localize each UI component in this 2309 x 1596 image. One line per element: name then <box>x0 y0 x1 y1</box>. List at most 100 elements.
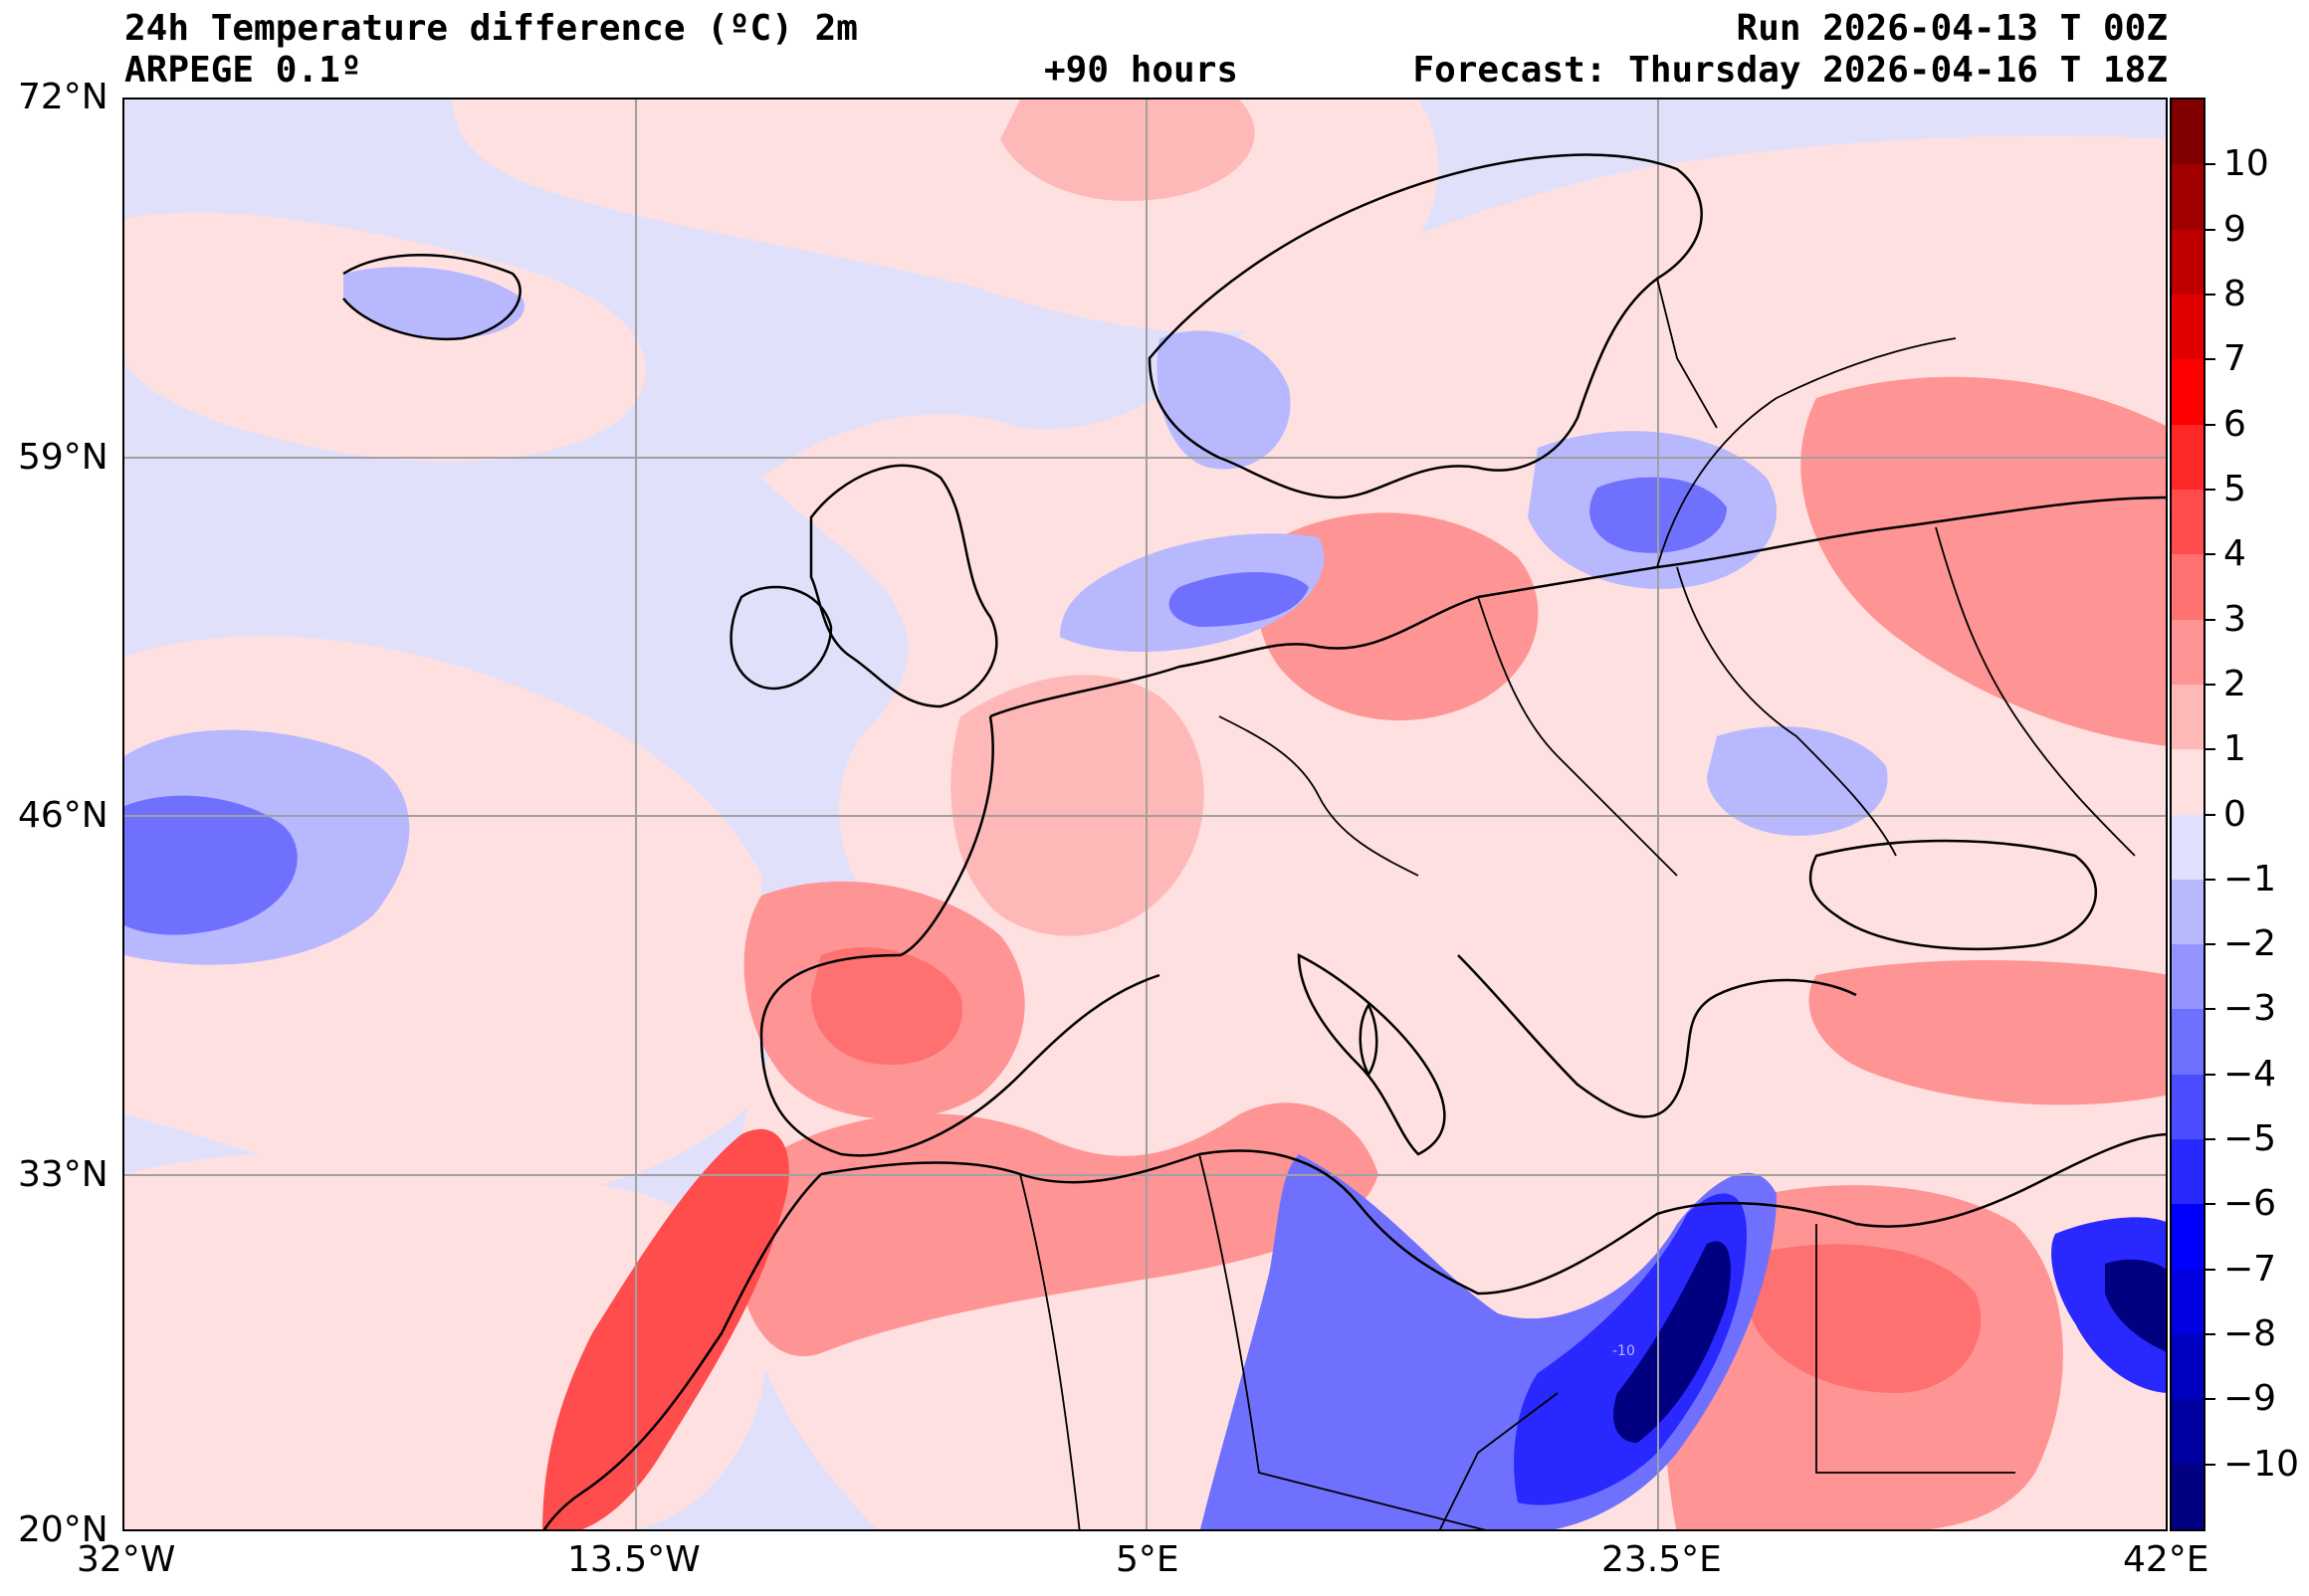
border-10 <box>1656 278 1718 429</box>
border-5 <box>1019 1173 1081 1529</box>
colorbar-segment <box>2172 1139 2204 1206</box>
coast-iceland <box>342 254 522 340</box>
colorbar-label: −8 <box>2223 1313 2277 1355</box>
lon-label-13.5W: 13.5°W <box>567 1539 701 1580</box>
colorbar-label: −10 <box>2223 1443 2299 1485</box>
contour-label: -10 <box>1612 1343 1635 1359</box>
lon-label-32W: 32°W <box>77 1539 176 1580</box>
colorbar-tick <box>2205 293 2215 296</box>
lat-label-33: 33°N <box>18 1154 108 1195</box>
colorbar-segment <box>2172 1464 2204 1529</box>
lon-label-23.5E: 23.5°E <box>1601 1539 1722 1580</box>
colorbar-label: 10 <box>2223 143 2269 185</box>
colorbar-label: −9 <box>2223 1378 2277 1420</box>
graticule <box>124 100 2166 1529</box>
model-name: ARPEGE 0.1º <box>124 50 362 91</box>
lat-label-72: 72°N <box>18 77 108 117</box>
lon-label-42E: 42°E <box>2123 1539 2209 1580</box>
colorbar-label: 8 <box>2223 273 2246 314</box>
colorbar-tick <box>2205 1138 2215 1141</box>
colorbar-segment <box>2172 944 2204 1011</box>
lat-label-46: 46°N <box>18 795 108 836</box>
colorbar-tick <box>2205 553 2215 556</box>
colorbar-tick <box>2205 423 2215 426</box>
colorbar-tick <box>2205 618 2215 621</box>
field-cool-libya-core <box>1514 1193 1747 1505</box>
colorbar-segment <box>2172 619 2204 686</box>
colorbar-segment <box>2172 879 2204 946</box>
coast-scandinavia <box>1148 153 1703 499</box>
colorbar <box>2170 98 2205 1531</box>
colorbar-tick <box>2205 1203 2215 1206</box>
colorbar-tick <box>2205 878 2215 881</box>
field-cool-romania <box>1707 726 1888 836</box>
border-6 <box>1198 1153 1486 1529</box>
field-warm-norwegian-sea-2 <box>1000 100 1255 201</box>
colorbar-segment <box>2172 359 2204 426</box>
colorbar-tick <box>2205 1463 2215 1466</box>
colorbar-segment <box>2172 424 2204 491</box>
colorbar-label: 3 <box>2223 598 2246 640</box>
field-cool-arabia-core <box>2105 1259 2166 1352</box>
field-warm-germany <box>1256 512 1539 721</box>
field-cool-norway <box>1156 330 1291 470</box>
colorbar-tick <box>2205 813 2215 816</box>
field-warm-anatolia <box>1808 960 2166 1105</box>
border-7 <box>1815 1224 2015 1474</box>
border-3 <box>1676 566 1897 857</box>
coast-italy <box>1297 952 1446 1156</box>
colorbar-segment <box>2172 554 2204 621</box>
colorbar-label: −4 <box>2223 1053 2277 1095</box>
colorbar-label: 0 <box>2223 793 2246 835</box>
field-warm-morocco-coast <box>542 1128 789 1529</box>
colorbar-segment <box>2172 749 2204 816</box>
lon-label-5E: 5°E <box>1116 1539 1179 1580</box>
colorbar-label: −1 <box>2223 858 2277 899</box>
border-1 <box>1218 715 1419 877</box>
map-canvas: -10 <box>124 100 2166 1529</box>
field-warm-north-africa <box>735 1102 1378 1357</box>
colorbar-tick <box>2205 1008 2215 1011</box>
colorbar-segment <box>2172 100 2204 166</box>
colorbar-label: 2 <box>2223 663 2246 704</box>
colorbar-label: 9 <box>2223 208 2246 250</box>
colorbar-label: 1 <box>2223 728 2246 770</box>
coast-biscay <box>900 715 994 957</box>
colorbar-label: 4 <box>2223 533 2246 575</box>
run-time: Run 2026-04-13 T 00Z <box>1736 8 2168 49</box>
colorbar-segment <box>2172 1009 2204 1076</box>
coast-mediterranean-islands <box>1359 1002 1378 1078</box>
colorbar-tick <box>2205 943 2215 946</box>
colorbar-segment <box>2172 1074 2204 1141</box>
colorbar-tick <box>2205 1398 2215 1401</box>
field-warm-iberia-core <box>811 947 962 1065</box>
field-warm-france <box>950 675 1204 936</box>
colorbar-segment <box>2172 164 2204 231</box>
colorbar-segment <box>2172 1334 2204 1401</box>
colorbar-segment <box>2172 1204 2204 1271</box>
lat-label-20: 20°N <box>18 1509 108 1550</box>
coast-ireland <box>730 585 833 691</box>
colorbar-label: 6 <box>2223 403 2246 445</box>
colorbar-tick <box>2205 358 2215 361</box>
colorbar-tick <box>2205 1333 2215 1336</box>
colorbar-tick <box>2205 488 2215 491</box>
colorbar-segment <box>2172 294 2204 361</box>
colorbar-tick <box>2205 1073 2215 1076</box>
colorbar-label: −7 <box>2223 1248 2277 1290</box>
colorbar-label: −6 <box>2223 1183 2277 1225</box>
coast-balkans-greece <box>1457 954 1857 1118</box>
colorbar-label: −2 <box>2223 923 2277 965</box>
field-cool-atlantic-core <box>124 795 298 935</box>
border-8 <box>1438 1392 1559 1529</box>
colorbar-label: 5 <box>2223 468 2246 509</box>
field-warm-north-atlantic <box>124 212 646 462</box>
field-cool-north-sea-core <box>1168 572 1309 627</box>
colorbar-segment <box>2172 684 2204 751</box>
colorbar-label: −5 <box>2223 1118 2277 1160</box>
field-warm-egypt-core <box>1747 1244 1982 1393</box>
colorbar-segment <box>2172 229 2204 296</box>
colorbar-segment <box>2172 1399 2204 1466</box>
colorbar-segment <box>2172 814 2204 881</box>
forecast-time: Forecast: Thursday 2026-04-16 T 18Z <box>1412 50 2168 91</box>
